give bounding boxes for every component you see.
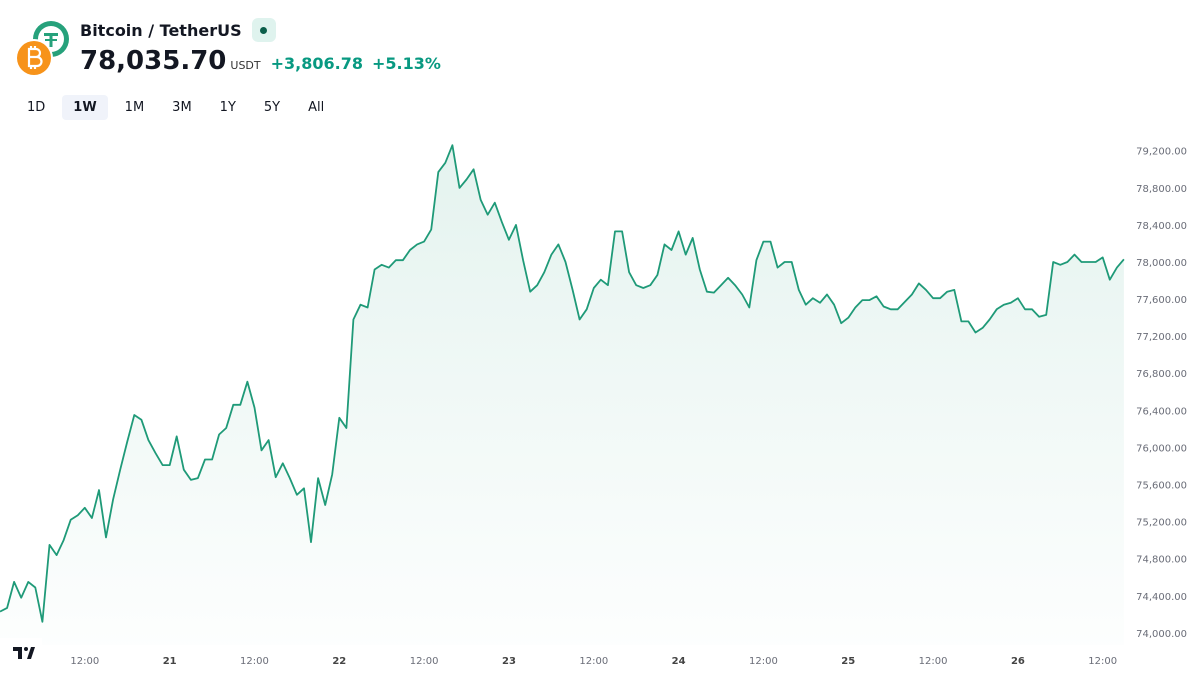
y-tick-label: 78,400.00 (1136, 221, 1187, 232)
range-button[interactable]: 1W (62, 95, 108, 120)
x-tick-label: 12:00 (70, 656, 99, 667)
y-tick-label: 79,200.00 (1136, 147, 1187, 158)
price-row: 78,035.70 USDT +3,806.78 +5.13% (80, 46, 450, 76)
range-button[interactable]: All (308, 100, 325, 115)
y-tick-label: 75,200.00 (1136, 518, 1187, 529)
x-tick-label: 12:00 (919, 656, 948, 667)
range-button[interactable]: 1Y (219, 100, 236, 115)
range-button[interactable]: 1M (124, 100, 145, 115)
y-tick-label: 78,000.00 (1136, 258, 1187, 269)
x-tick-label: 12:00 (749, 656, 778, 667)
range-button[interactable]: 3M (172, 100, 192, 115)
x-tick-label: 26 (1011, 656, 1025, 667)
currency: USDT (230, 59, 261, 72)
y-tick-label: 78,800.00 (1136, 184, 1187, 195)
y-tick-label: 76,800.00 (1136, 369, 1187, 380)
y-tick-label: 76,000.00 (1136, 443, 1187, 454)
y-tick-label: 74,000.00 (1136, 629, 1187, 640)
x-tick-label: 12:00 (410, 656, 439, 667)
x-tick-label: 22 (332, 656, 346, 667)
symbol-header: Bitcoin / TetherUS 78,035.70 USDT +3,806… (80, 18, 450, 76)
symbol-title: Bitcoin / TetherUS (80, 20, 242, 40)
y-tick-label: 77,200.00 (1136, 332, 1187, 343)
range-button[interactable]: 5Y (263, 100, 281, 115)
y-tick-label: 76,400.00 (1136, 406, 1187, 417)
price: 78,035.70 (80, 46, 227, 76)
x-tick-label: 25 (841, 656, 855, 667)
y-tick-label: 74,400.00 (1136, 592, 1187, 603)
y-tick-label: 74,800.00 (1136, 555, 1187, 566)
x-tick-label: 12:00 (579, 656, 608, 667)
tradingview-logo (0, 638, 42, 670)
range-button[interactable]: 1D (27, 100, 46, 115)
change-percent: +5.13% (371, 54, 441, 73)
x-tick-label: 12:00 (1088, 656, 1117, 667)
y-tick-label: 75,600.00 (1136, 481, 1187, 492)
y-tick-label: 77,600.00 (1136, 295, 1187, 306)
symbol-title-row: Bitcoin / TetherUS (80, 18, 450, 42)
area-fill (0, 145, 1124, 645)
bitcoin-logo (15, 39, 53, 77)
status-indicator[interactable] (251, 18, 276, 42)
change: +3,806.78 (270, 54, 363, 73)
x-tick-label: 12:00 (240, 656, 269, 667)
range-selector: 1D 1W 1M 3M 1Y 5Y All (16, 95, 335, 120)
x-tick-label: 21 (163, 656, 177, 667)
price-line (0, 144, 1125, 623)
x-tick-label: 24 (672, 656, 686, 667)
x-tick-label: 23 (502, 656, 516, 667)
